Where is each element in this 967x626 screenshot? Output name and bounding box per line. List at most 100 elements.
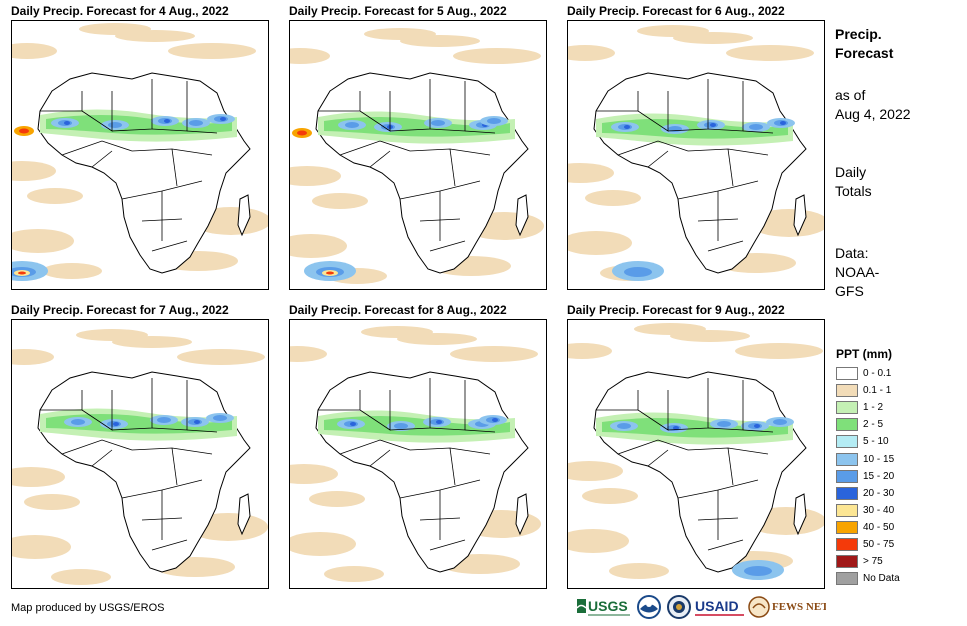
light-rain-patch: [309, 491, 365, 507]
ocean-storm-core: [624, 267, 652, 277]
svg-text:USAID: USAID: [695, 598, 739, 614]
light-rain-patch: [12, 43, 57, 59]
usgs-logo: USGS: [576, 594, 632, 620]
country-border: [727, 148, 734, 187]
legend-label: 2 - 5: [863, 419, 884, 431]
rain-cell-peak: [673, 426, 679, 430]
asof-line1: as of: [835, 87, 866, 103]
rain-band-medium: [602, 119, 788, 139]
country-border: [339, 439, 411, 455]
light-rain-patch: [735, 343, 823, 359]
legend-label: 40 - 50: [863, 521, 895, 533]
forecast-map[interactable]: [11, 20, 269, 290]
country-border: [61, 140, 133, 156]
light-rain-patch: [324, 566, 384, 582]
country-border: [429, 539, 466, 551]
rain-cell-peak: [624, 125, 630, 129]
light-rain-patch: [450, 346, 538, 362]
country-border: [91, 449, 113, 467]
forecast-map[interactable]: [567, 319, 825, 589]
light-rain-patch: [12, 161, 56, 181]
forecast-panel-4: Daily Precip. Forecast for 7 Aug., 2022: [11, 303, 273, 589]
legend-swatch: [836, 384, 858, 398]
usaid-logo: USAID: [694, 594, 746, 620]
rain-band-medium: [602, 418, 788, 438]
light-rain-patch: [24, 494, 80, 510]
legend-swatch: [836, 538, 858, 551]
country-border: [131, 148, 213, 156]
country-border: [727, 447, 734, 486]
rain-cell-core: [431, 120, 445, 126]
light-rain-patch: [12, 467, 65, 487]
light-rain-patch: [290, 532, 356, 556]
rain-cell-core: [749, 124, 763, 130]
forecast-map[interactable]: [567, 20, 825, 290]
forecast-map[interactable]: [289, 319, 547, 589]
legend-title: PPT (mm): [836, 347, 893, 361]
legend-swatch: [836, 452, 858, 466]
rain-cell-core: [71, 419, 85, 425]
svg-text:FEWS NET: FEWS NET: [772, 601, 826, 613]
light-rain-patch: [312, 193, 368, 209]
legend-label: 1 - 2: [863, 402, 884, 414]
forecast-panel-6: Daily Precip. Forecast for 9 Aug., 2022: [567, 303, 829, 589]
rain-band-medium: [324, 117, 510, 137]
panel-title: Daily Precip. Forecast for 8 Aug., 2022: [289, 303, 507, 317]
totals-line1: Daily: [835, 164, 867, 180]
light-rain-patch: [79, 23, 151, 35]
rain-cell-core: [157, 417, 171, 423]
rain-cell-peak: [492, 418, 498, 422]
legend-swatch: [836, 555, 858, 569]
light-rain-patch: [42, 263, 102, 279]
rain-cell-core: [394, 423, 408, 429]
legend-label: 30 - 40: [863, 504, 895, 516]
rain-cell-core: [213, 415, 227, 421]
country-border: [61, 439, 133, 455]
light-rain-patch: [290, 464, 338, 484]
light-rain-patch: [168, 43, 256, 59]
country-border: [449, 447, 456, 486]
country-border: [464, 429, 496, 433]
country-border: [742, 130, 774, 134]
panel-title: Daily Precip. Forecast for 9 Aug., 2022: [567, 303, 785, 317]
rain-cell-peak: [194, 420, 200, 424]
country-border: [464, 130, 496, 134]
country-border: [369, 150, 391, 168]
light-rain-patch: [290, 346, 327, 362]
light-rain-patch: [12, 535, 71, 559]
rain-cell-core: [717, 421, 731, 427]
legend-swatch: [836, 418, 858, 432]
africa-outline: [315, 72, 529, 274]
svg-text:USGS: USGS: [588, 598, 628, 614]
rain-cell-core: [617, 423, 631, 429]
legend-swatch: [836, 503, 858, 517]
side-title-line2: Forecast: [835, 45, 894, 61]
panel-title: Daily Precip. Forecast for 4 Aug., 2022: [11, 4, 229, 18]
legend-swatch: [836, 520, 858, 534]
ocean-storm-core: [744, 566, 772, 576]
forecast-map[interactable]: [289, 20, 547, 290]
forecast-panel-3: Daily Precip. Forecast for 6 Aug., 2022: [567, 4, 829, 290]
legend-label: 5 - 10: [863, 436, 889, 448]
light-rain-patch: [585, 190, 641, 206]
legend-label: 20 - 30: [863, 487, 895, 499]
light-rain-patch: [177, 349, 265, 365]
side-title-line1: Precip.: [835, 26, 882, 42]
rain-cell-peak: [220, 117, 226, 121]
ocean-storm-center: [18, 271, 26, 275]
asof-line2: Aug 4, 2022: [835, 106, 911, 122]
legend-swatch: [836, 367, 858, 380]
light-rain-patch: [568, 231, 632, 255]
legend-swatch: [836, 486, 858, 500]
light-rain-patch: [12, 349, 54, 365]
totals-line2: Totals: [835, 183, 872, 199]
panel-title: Daily Precip. Forecast for 5 Aug., 2022: [289, 4, 507, 18]
country-border: [617, 140, 689, 156]
country-border: [186, 130, 218, 134]
rain-cell-peak: [780, 121, 786, 125]
forecast-map[interactable]: [11, 319, 269, 589]
rain-cell-core: [487, 118, 501, 124]
madagascar-outline: [793, 493, 807, 536]
heavy-rain-core: [19, 128, 29, 134]
rain-band-medium: [46, 414, 232, 434]
